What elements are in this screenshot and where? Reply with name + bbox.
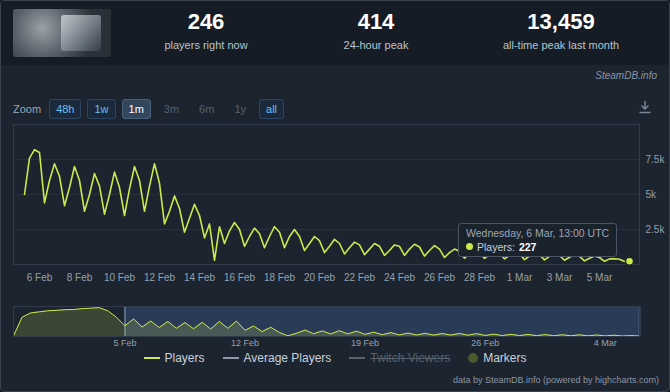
svg-text:2.5k: 2.5k [646,224,666,235]
svg-text:5 Mar: 5 Mar [587,272,613,283]
svg-text:14 Feb: 14 Feb [184,272,216,283]
html-text:3m: 3m [163,103,180,115]
html-text:all-time peak last month: all-time peak last month [502,39,620,51]
html-text:1m: 1m [128,103,144,115]
html-text:414: 414 [357,9,395,34]
html-text:Zoom: Zoom [13,103,42,115]
html-text:48h: 48h [56,103,75,115]
svg-text:20 Feb: 20 Feb [304,272,336,283]
svg-text:1 Mar: 1 Mar [507,272,533,283]
svg-text:19 Feb: 19 Feb [351,338,379,348]
html-text:1w: 1w [94,103,109,115]
html-text:Wednesday, 6 Mar, 13:00 UTC: Wednesday, 6 Mar, 13:00 UTC [466,226,610,239]
html-text:Players: 227: Players: 227 [477,240,537,253]
html-text:Average Players: Average Players [243,351,332,365]
html-text:24-hour peak: 24-hour peak [343,39,409,51]
svg-text:16 Feb: 16 Feb [224,272,256,283]
html-text:6m: 6m [199,103,215,115]
svg-text:18 Feb: 18 Feb [264,272,296,283]
svg-text:10 Feb: 10 Feb [104,272,136,283]
svg-text:12 Feb: 12 Feb [231,338,259,348]
html-text:Twitch Viewers: Twitch Viewers [370,351,451,365]
svg-text:4 Mar: 4 Mar [594,338,617,348]
html-text:SteamDB.info: SteamDB.info [595,70,657,81]
svg-text:7.5k: 7.5k [646,154,666,165]
html-text:1y: 1y [234,103,246,115]
svg-text:5 Feb: 5 Feb [113,338,136,348]
svg-text:12 Feb: 12 Feb [144,272,176,283]
svg-text:22 Feb: 22 Feb [344,272,376,283]
html-text:data by SteamDB.info (powered: data by SteamDB.info (powered by highcha… [452,375,659,385]
html-text:Players: Players [164,351,205,365]
svg-text:8 Feb: 8 Feb [67,272,93,283]
html-text:players right now: players right now [164,39,248,51]
html-text:Markers: Markers [483,351,527,365]
svg-text:28 Feb: 28 Feb [464,272,496,283]
svg-text:5k: 5k [646,189,658,200]
html-text:246: 246 [187,9,225,34]
html-text:all: all [266,103,277,115]
svg-text:3 Mar: 3 Mar [547,272,573,283]
html-text:13,459: 13,459 [527,9,595,34]
svg-text:26 Feb: 26 Feb [471,338,499,348]
svg-text:6 Feb: 6 Feb [27,272,53,283]
svg-text:26 Feb: 26 Feb [424,272,456,283]
svg-text:24 Feb: 24 Feb [384,272,416,283]
